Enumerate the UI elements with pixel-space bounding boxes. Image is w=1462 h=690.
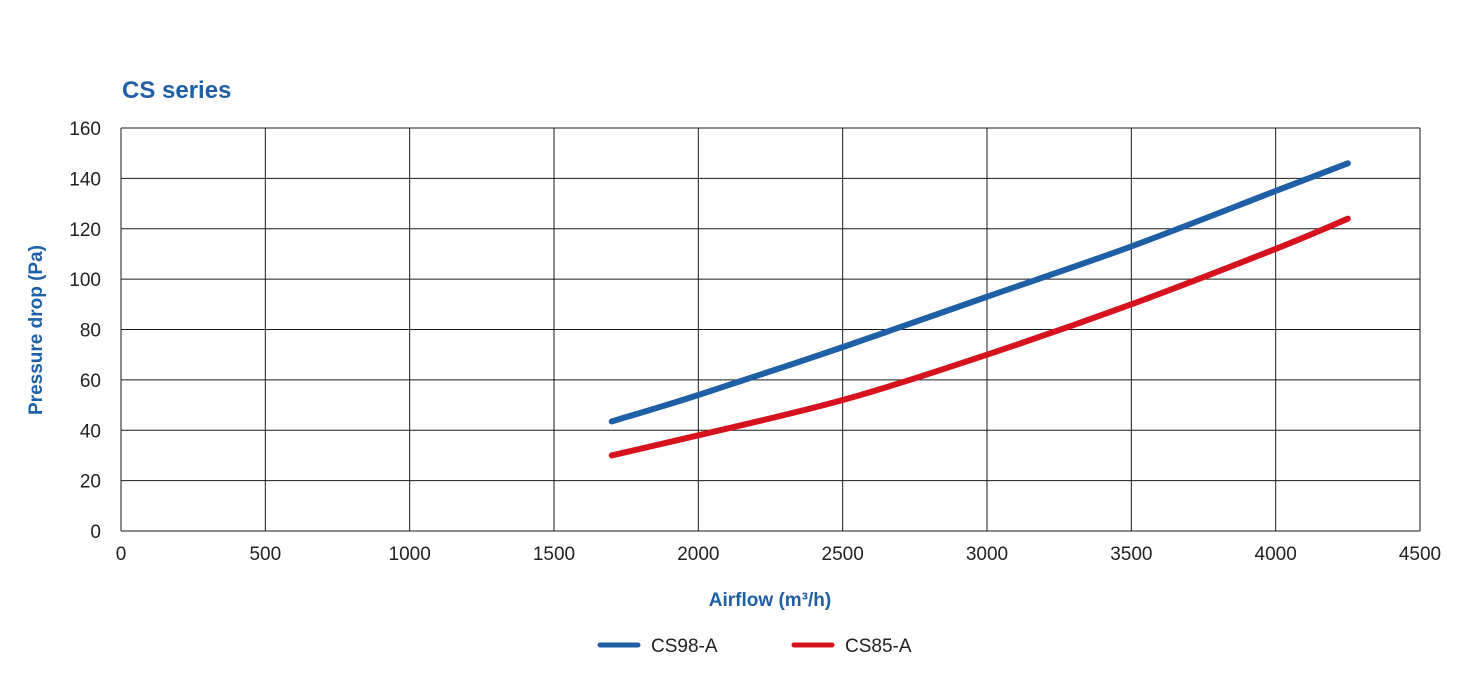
x-tick-label: 2000 [677,544,719,565]
x-tick-label: 1000 [389,544,431,565]
x-tick-label: 4500 [1399,544,1441,565]
x-tick-label: 2500 [822,544,864,565]
x-tick-label: 1500 [533,544,575,565]
x-tick-label: 3500 [1110,544,1152,565]
x-tick-label: 0 [116,544,127,565]
series-line-cs98-a [608,160,1351,425]
y-tick-label: 100 [69,270,101,291]
x-axis-title: Airflow (m³/h) [709,590,831,611]
chart-title: CS series [122,77,231,104]
y-tick-label: 80 [80,321,101,342]
y-axis-ticks: 0 20 40 60 80 100 120 140 160 [69,119,101,543]
grid-layer [120,127,1421,532]
series-line-cs85-a [608,215,1351,459]
y-tick-label: 120 [69,220,101,241]
x-tick-label: 3000 [966,544,1008,565]
legend-label-cs85-a: CS85-A [845,636,912,657]
x-tick-label: 500 [249,544,281,565]
y-tick-label: 140 [69,169,101,190]
y-axis-title: Pressure drop (Pa) [26,245,47,415]
y-tick-label: 0 [90,522,101,543]
series-layer [608,160,1351,459]
x-tick-label: 4000 [1255,544,1297,565]
y-tick-label: 40 [80,421,101,442]
y-tick-label: 160 [69,119,101,140]
legend: CS98-A CS85-A [597,636,912,657]
y-tick-label: 20 [80,472,101,493]
y-tick-label: 60 [80,371,101,392]
legend-label-cs98-a: CS98-A [651,636,718,657]
x-axis-ticks: 0 500 1000 1500 2000 2500 3000 3500 4000 4500 [116,544,1441,565]
